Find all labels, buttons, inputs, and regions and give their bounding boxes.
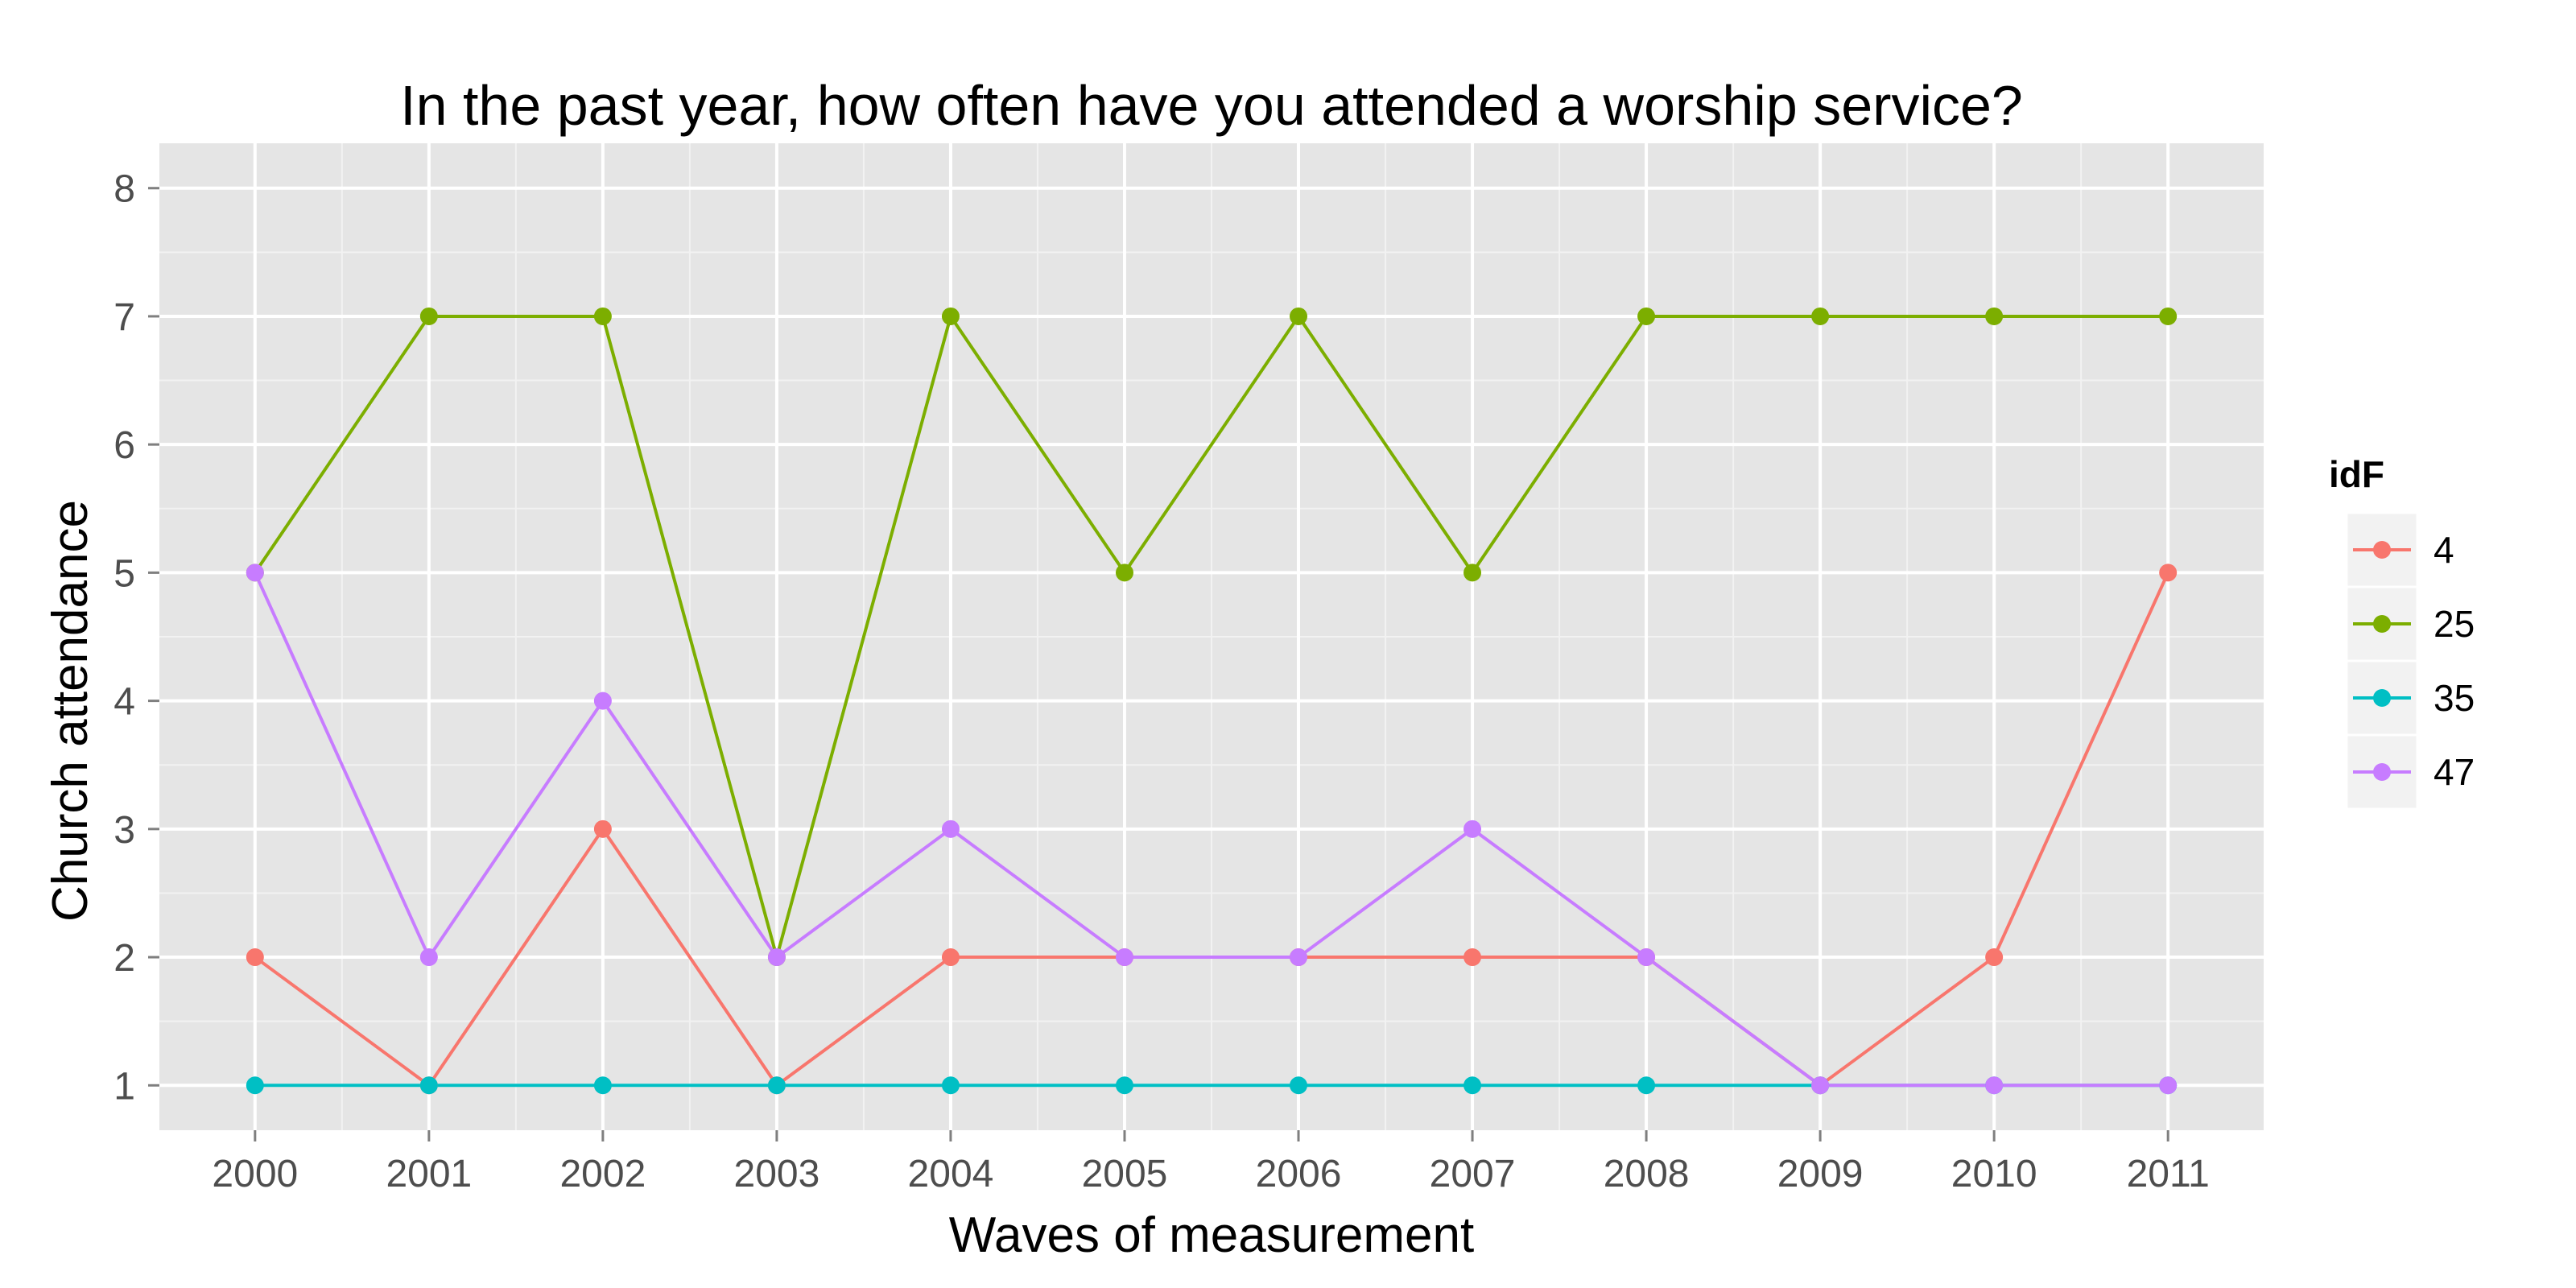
data-point-47-2005 (1115, 948, 1133, 967)
data-point-4-2010 (1985, 948, 2004, 967)
series-line-25 (254, 314, 2169, 960)
data-point-47-2011 (2159, 1076, 2178, 1095)
x-tick-label: 2011 (2127, 1153, 2210, 1195)
data-point-47-2002 (593, 691, 612, 710)
y-axis-title: Church attendance (43, 500, 98, 922)
chart-title: In the past year, how often have you att… (400, 74, 2023, 137)
y-tick-label: 2 (114, 937, 135, 980)
x-tick-label: 2006 (1256, 1153, 1342, 1195)
data-point-35-2000 (246, 1076, 264, 1095)
data-point-25-2008 (1637, 307, 1656, 325)
x-tick-label: 2005 (1082, 1153, 1168, 1195)
data-point-25-2004 (941, 307, 960, 325)
data-point-47-2010 (1985, 1076, 2004, 1095)
data-point-47-2006 (1290, 948, 1308, 967)
grid-minor (159, 143, 2264, 1130)
axes: 2000 2001 2002 2003 2004 2005 2006 2007 2008 2009… (114, 168, 2209, 1195)
data-point-47-2003 (767, 948, 786, 967)
series-lines (253, 314, 2170, 1088)
data-point-25-2010 (1985, 307, 2004, 325)
y-tick-label: 3 (114, 809, 135, 852)
legend-label-35: 35 (2434, 677, 2475, 719)
series-points (246, 307, 2178, 1095)
data-point-35-2007 (1463, 1076, 1482, 1095)
x-tick-label: 2003 (734, 1153, 820, 1195)
data-point-25-2002 (593, 307, 612, 325)
legend: idF 4 25 35 47 (2329, 453, 2475, 811)
y-tick-label: 8 (114, 168, 135, 211)
x-axis-title: Waves of measurement (949, 1208, 1474, 1263)
data-point-47-2009 (1811, 1076, 1830, 1095)
data-point-25-2007 (1463, 564, 1482, 582)
legend-label-25: 25 (2434, 603, 2475, 645)
legend-key-point (2373, 615, 2391, 633)
y-tick-label: 6 (114, 424, 135, 467)
data-point-47-2000 (246, 564, 264, 582)
data-point-47-2004 (941, 819, 960, 838)
legend-label-47: 47 (2434, 751, 2475, 793)
data-point-35-2008 (1637, 1076, 1656, 1095)
x-tick-label: 2007 (1430, 1153, 1516, 1195)
series-line-47 (253, 572, 2169, 1088)
y-tick-label: 7 (114, 296, 135, 339)
y-tick-label: 5 (114, 552, 135, 595)
y-tick-label: 1 (114, 1065, 135, 1108)
data-point-4-2011 (2159, 564, 2178, 582)
x-tick-label: 2010 (1951, 1153, 2037, 1195)
x-tick-label: 2002 (559, 1153, 646, 1195)
data-point-35-2006 (1290, 1076, 1308, 1095)
data-point-4-2007 (1463, 948, 1482, 967)
data-point-47-2001 (419, 948, 438, 967)
legend-label-4: 4 (2434, 529, 2454, 571)
data-point-35-2001 (419, 1076, 438, 1095)
x-tick-label: 2008 (1604, 1153, 1690, 1195)
data-point-25-2005 (1115, 564, 1133, 582)
data-point-47-2007 (1463, 819, 1482, 838)
legend-key-point (2373, 541, 2391, 559)
data-point-25-2001 (419, 307, 438, 325)
data-point-25-2011 (2159, 307, 2178, 325)
data-point-25-2009 (1811, 307, 1830, 325)
x-tick-label: 2001 (386, 1153, 472, 1195)
data-point-35-2004 (941, 1076, 960, 1095)
data-point-4-2004 (941, 948, 960, 967)
data-point-35-2002 (593, 1076, 612, 1095)
data-point-35-2005 (1115, 1076, 1133, 1095)
legend-key-point (2373, 689, 2391, 707)
x-tick-label: 2009 (1777, 1153, 1864, 1195)
x-tick-label: 2000 (212, 1153, 298, 1195)
legend-title: idF (2329, 453, 2384, 495)
data-point-4-2000 (246, 948, 264, 967)
data-point-47-2008 (1637, 948, 1656, 967)
data-point-4-2002 (593, 819, 612, 838)
y-tick-label: 4 (114, 681, 135, 724)
data-point-25-2006 (1290, 307, 1308, 325)
x-tick-label: 2004 (908, 1153, 994, 1195)
legend-key-point (2373, 763, 2391, 781)
data-point-35-2003 (767, 1076, 786, 1095)
